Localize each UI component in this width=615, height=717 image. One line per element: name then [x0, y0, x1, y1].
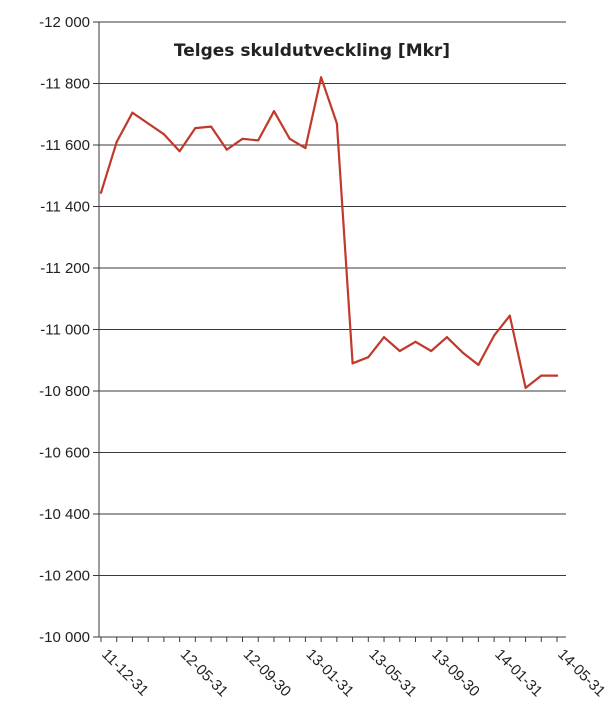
x-tick-label: 13-09-30 — [428, 646, 482, 700]
data-point — [162, 133, 165, 136]
chart-title: Telges skuldutveckling [Mkr] — [174, 41, 450, 61]
y-tick-label: -11 000 — [40, 322, 90, 339]
data-point — [445, 336, 449, 339]
y-tick-label: -11 800 — [40, 76, 90, 93]
data-point — [540, 374, 543, 377]
data-point — [351, 362, 354, 365]
x-tick-label: 14-05-31 — [554, 646, 608, 700]
y-tick-label: -10 200 — [39, 568, 90, 585]
data-point — [225, 148, 228, 151]
data-point — [508, 314, 511, 317]
x-tick-label: 12-05-31 — [177, 646, 231, 700]
data-point — [367, 356, 370, 359]
data-point — [493, 334, 496, 337]
x-tick-label: 14-01-31 — [491, 646, 545, 700]
x-tick-labels: 11-12-31 12-05-31 12-09-30 13-01-31 13-05-31… — [98, 646, 608, 700]
gridlines — [99, 21, 566, 638]
y-tick-label: -11 200 — [40, 260, 90, 277]
y-tick-label: -11 400 — [40, 199, 90, 216]
data-point — [115, 140, 118, 144]
series-line — [99, 76, 559, 389]
axes — [93, 21, 558, 642]
data-point — [272, 110, 276, 113]
x-tick-label: 11-12-31 — [98, 646, 152, 700]
data-point — [398, 349, 401, 353]
y-tick-label: -10 800 — [39, 383, 90, 400]
data-point — [209, 125, 213, 128]
data-point — [555, 374, 559, 377]
data-point — [178, 150, 181, 153]
data-point — [147, 122, 150, 125]
data-point — [241, 137, 244, 140]
y-tick-label: -11 600 — [40, 137, 90, 154]
x-tick-label: 13-01-31 — [303, 646, 357, 700]
data-point — [414, 340, 417, 343]
data-point — [524, 386, 527, 390]
data-point — [335, 122, 338, 125]
data-point — [99, 191, 103, 194]
data-point — [430, 349, 433, 353]
y-tick-label: -10 400 — [39, 506, 90, 523]
data-point — [320, 76, 323, 79]
y-tick-label: -10 000 — [39, 629, 90, 646]
data-point — [382, 336, 386, 339]
data-point — [131, 111, 134, 114]
data-point — [257, 139, 260, 142]
y-tick-label: -10 600 — [39, 445, 90, 462]
x-tick-label: 13-05-31 — [365, 646, 419, 700]
data-point — [288, 137, 291, 140]
y-tick-label: -12 000 — [39, 14, 90, 31]
data-point — [194, 126, 197, 130]
series-layer — [99, 76, 559, 390]
data-point — [461, 351, 464, 354]
y-tick-labels: -12 000 -11 800 -11 600 -11 400 -11 200 -11 0… — [39, 14, 90, 646]
x-tick-label: 12-09-30 — [240, 646, 294, 700]
data-point — [304, 146, 307, 150]
data-point — [477, 363, 480, 366]
